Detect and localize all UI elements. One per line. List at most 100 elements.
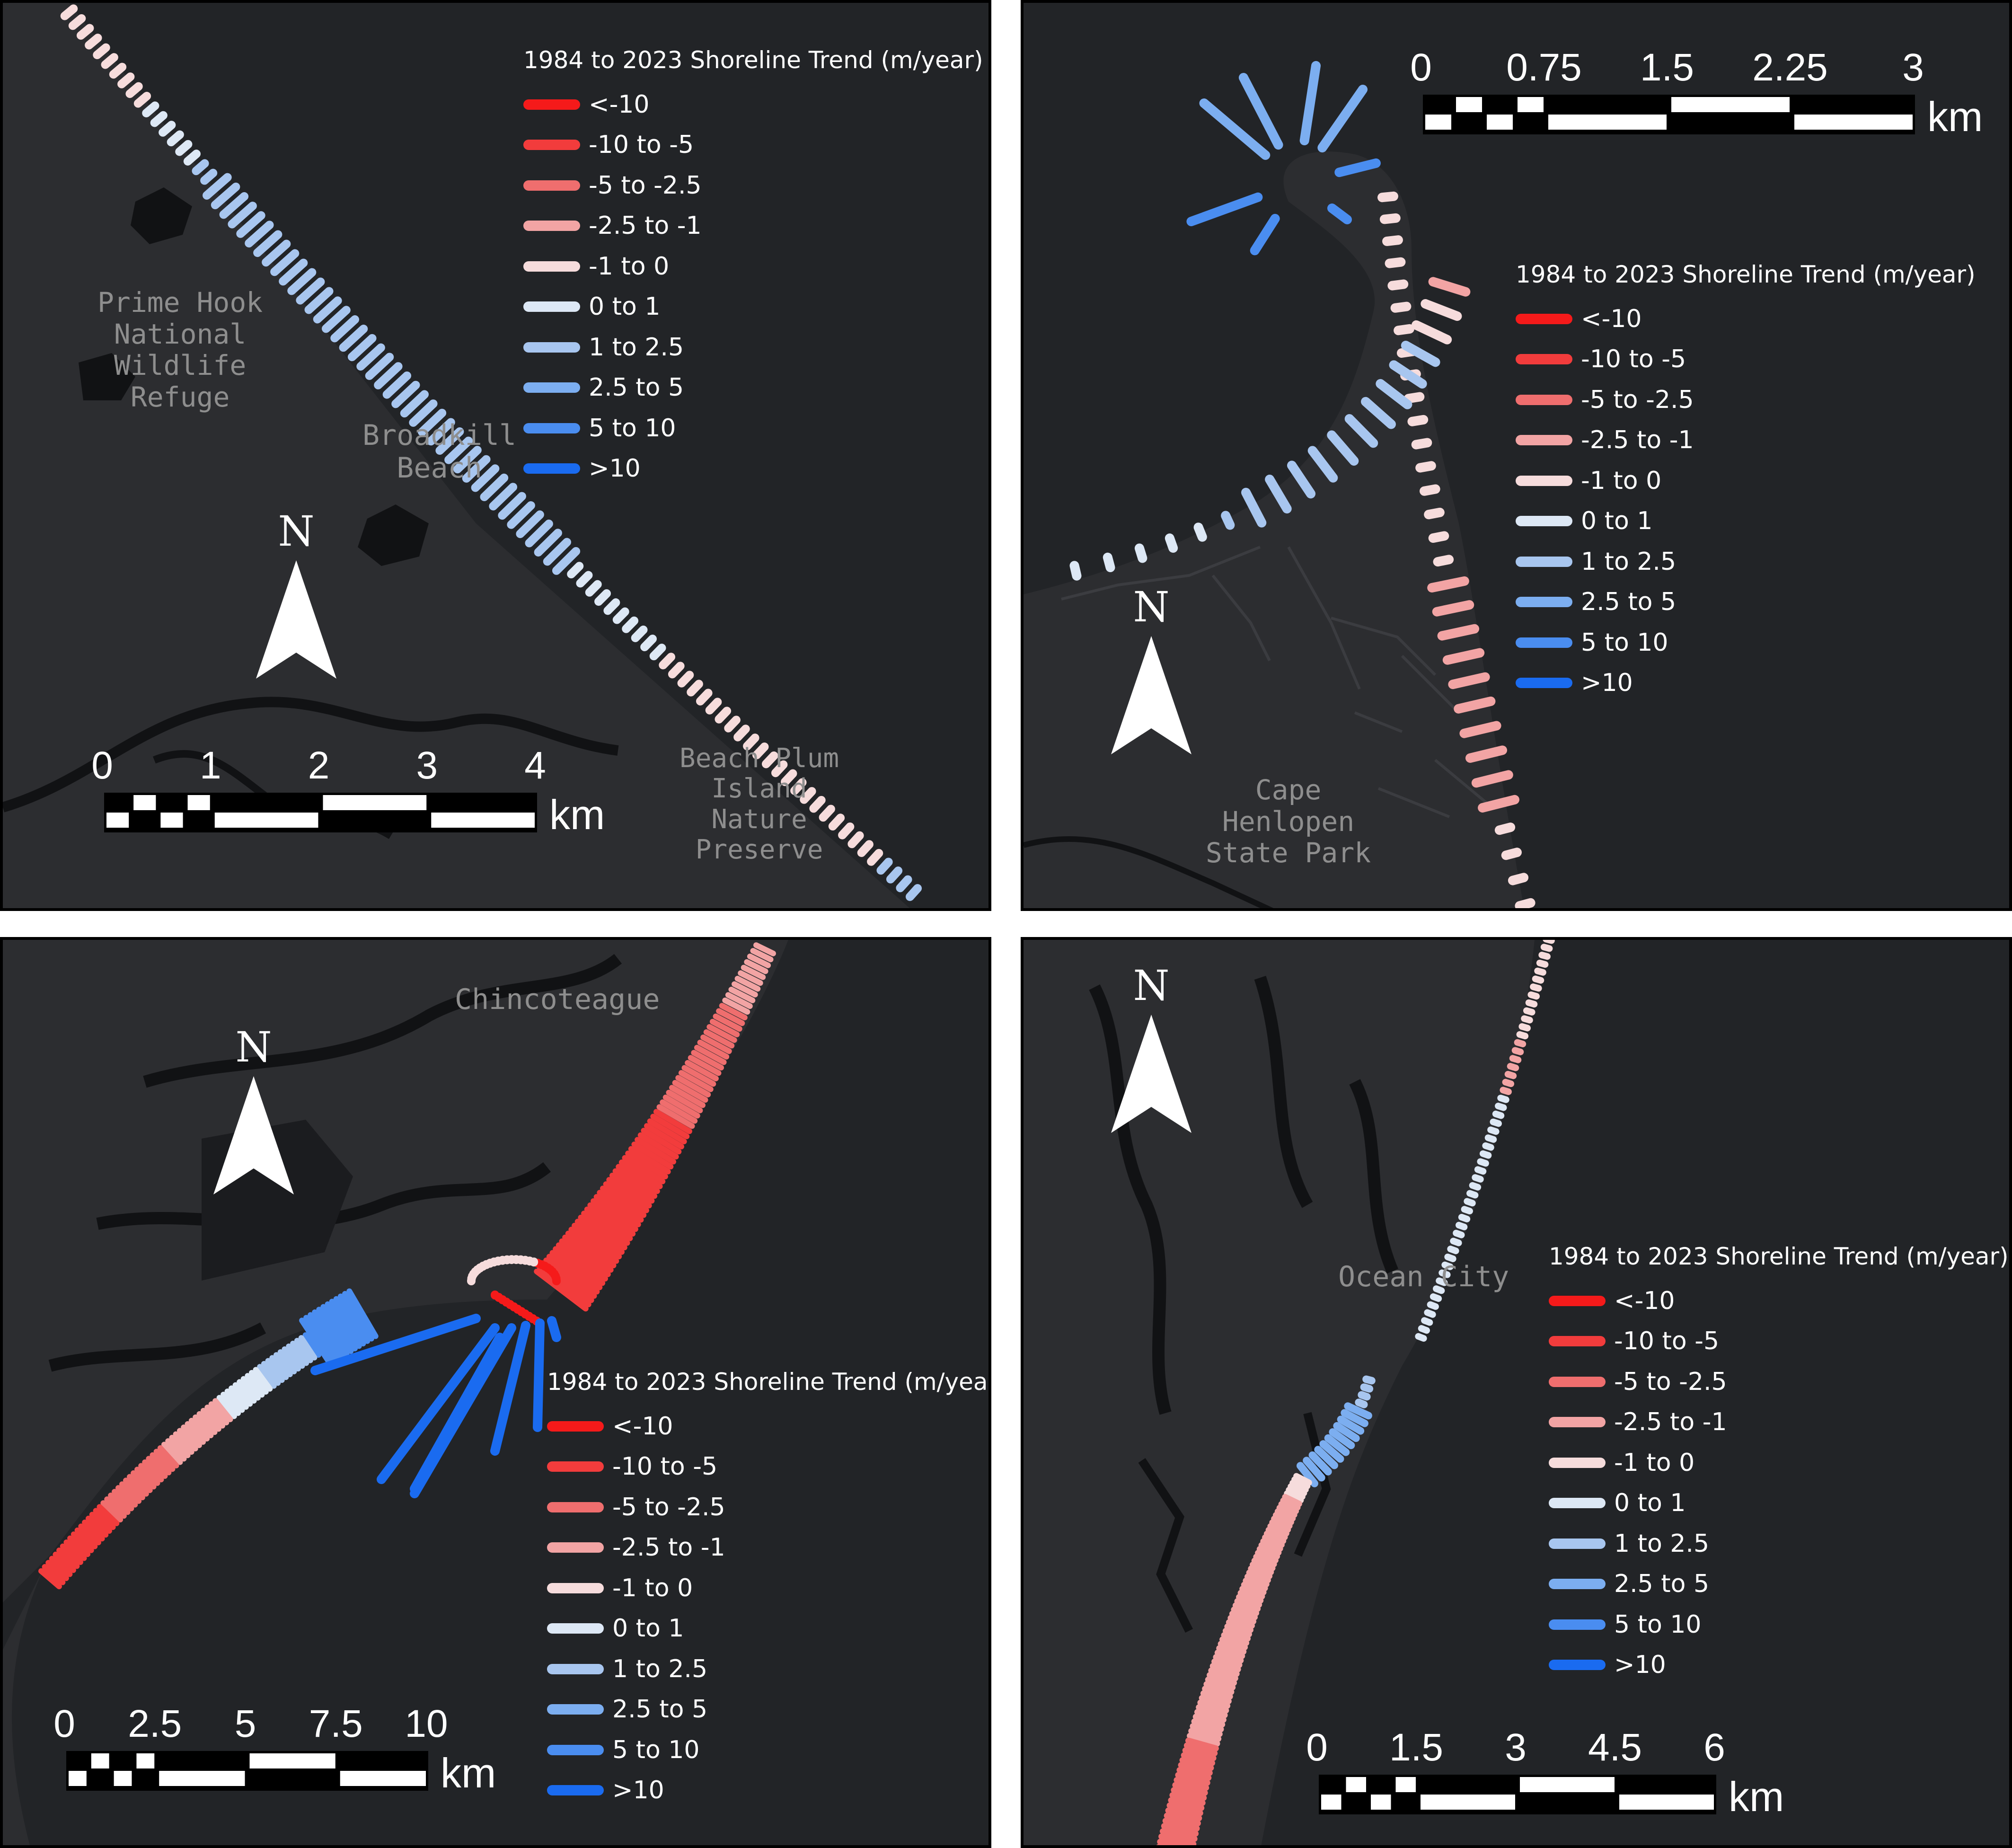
shoreline-transect [1421, 1317, 1433, 1326]
shoreline-transect [165, 1438, 187, 1462]
shoreline-transect [53, 1551, 76, 1573]
legend-swatch [547, 1461, 604, 1472]
scale-tick-label: 1.5 [1389, 1726, 1443, 1769]
legend-label: 0 to 1 [612, 1614, 684, 1643]
shoreline-transect [525, 519, 553, 548]
scale-tick-label: 5 [234, 1702, 256, 1745]
shoreline-transect [93, 43, 110, 60]
shoreline-transect [618, 1159, 663, 1189]
place-label-line: Ocean City [1338, 1260, 1509, 1293]
place-label: Chincoteague [455, 983, 660, 1016]
shoreline-transect [744, 959, 768, 974]
legend-item: 1 to 2.5 [523, 327, 983, 368]
legend-label: -1 to 0 [612, 1574, 693, 1602]
shoreline-transect [330, 315, 360, 343]
place-label-line: Wildlife [114, 349, 247, 382]
legend-label: -2.5 to -1 [589, 212, 702, 240]
shoreline-transect [112, 1489, 134, 1512]
legend-label: -2.5 to -1 [612, 1533, 725, 1562]
legend-item: 0 to 1 [1516, 501, 1976, 542]
basemap-ocean-city [1024, 940, 1535, 1845]
shoreline-transect [157, 1445, 179, 1468]
shoreline-transect [1174, 1777, 1209, 1791]
shoreline-transect [1428, 531, 1449, 543]
shoreline-transect [552, 547, 581, 575]
legend-item: -2.5 to -1 [1549, 1402, 2009, 1443]
shoreline-transect [1202, 1686, 1233, 1700]
legend-item: >10 [547, 1770, 988, 1811]
shoreline-transect [1427, 1301, 1439, 1310]
legend-label: 0 to 1 [589, 292, 661, 321]
place-label-line: Broadkill [362, 419, 517, 452]
shoreline-transect [150, 1452, 172, 1476]
shoreline-transect [1538, 952, 1551, 960]
scale-bar: 0 1.5 3 4.5 6 km [1306, 1725, 1784, 1820]
shoreline-transect [176, 1428, 198, 1452]
map-panel-chincoteague: Chincoteague 1984 to 2023 Shoreline Tren… [0, 937, 991, 1848]
shoreline-transect [93, 1508, 116, 1530]
shoreline-transect [622, 1155, 666, 1185]
legend-label: 1 to 2.5 [1581, 547, 1677, 576]
north-label: N [1133, 961, 1170, 1010]
legend-label: -1 to 0 [1581, 466, 1662, 495]
shoreline-transect [603, 598, 620, 615]
shoreline-transect [612, 607, 629, 624]
shoreline-transect [313, 296, 342, 324]
legend-swatch [523, 382, 580, 393]
shoreline-transect [1221, 1632, 1250, 1646]
shoreline-transect [304, 287, 334, 314]
legend-swatch [1516, 354, 1572, 365]
shoreline-transect [1229, 1610, 1256, 1625]
shoreline-transect [857, 840, 874, 857]
shoreline-transect [688, 1055, 722, 1076]
legend-swatch [547, 1785, 604, 1796]
shoreline-transect [1385, 257, 1406, 268]
shoreline-transect [49, 1556, 73, 1577]
legend-item: 0 to 1 [547, 1609, 988, 1649]
legend-label: -5 to -2.5 [612, 1493, 725, 1521]
shoreline-transect [628, 1146, 671, 1175]
shoreline-transect [1183, 1742, 1218, 1757]
shoreline-transect [600, 1185, 647, 1218]
shoreline-transect [245, 1373, 265, 1398]
shoreline-transect [556, 1242, 608, 1282]
shoreline-transect [382, 371, 412, 399]
place-label-line: Cape [1255, 774, 1322, 806]
shoreline-transect [253, 230, 282, 257]
place-label-line: Henlopen [1222, 805, 1355, 838]
scale-unit-label: km [1729, 1773, 1784, 1820]
shoreline-transect [516, 510, 544, 539]
shoreline-transect [828, 813, 845, 831]
shoreline-transect [1251, 1557, 1276, 1572]
shoreline-transect [1450, 1238, 1462, 1247]
shoreline-transect [534, 1268, 589, 1312]
legend-label: >10 [612, 1776, 664, 1805]
shoreline-transect [1203, 1681, 1235, 1695]
legend-swatch [1549, 1660, 1606, 1671]
legend-label: 5 to 10 [612, 1735, 700, 1764]
legend-item: 1 to 2.5 [1516, 541, 1976, 582]
shoreline-transect [1432, 600, 1474, 617]
legend-label: <-10 [589, 90, 650, 119]
shoreline-transect [1214, 1649, 1244, 1664]
legend-swatch [1549, 1498, 1606, 1509]
shoreline-transect [169, 1434, 191, 1459]
shoreline-transect [1265, 1527, 1288, 1540]
shoreline-transect [342, 1291, 374, 1342]
shoreline-transect [1187, 1733, 1220, 1747]
legend-label: 2.5 to 5 [1581, 588, 1677, 617]
shoreline-transect [640, 635, 657, 652]
shoreline-transect [45, 1560, 69, 1581]
shoreline-transect [1314, 1446, 1338, 1469]
shoreline-transect [245, 221, 274, 248]
shoreline-transect [1511, 1047, 1524, 1055]
shoreline-transect [1284, 1490, 1304, 1503]
legend-label: 2.5 to 5 [612, 1695, 708, 1724]
shoreline-transect [543, 1257, 597, 1299]
shoreline-transect [409, 399, 438, 427]
shoreline-transect [1358, 1391, 1371, 1401]
shoreline-transect [649, 644, 666, 661]
legend-item: 0 to 1 [1549, 1483, 2009, 1524]
shoreline-transect [641, 1128, 682, 1155]
shoreline-transect [127, 1474, 149, 1497]
